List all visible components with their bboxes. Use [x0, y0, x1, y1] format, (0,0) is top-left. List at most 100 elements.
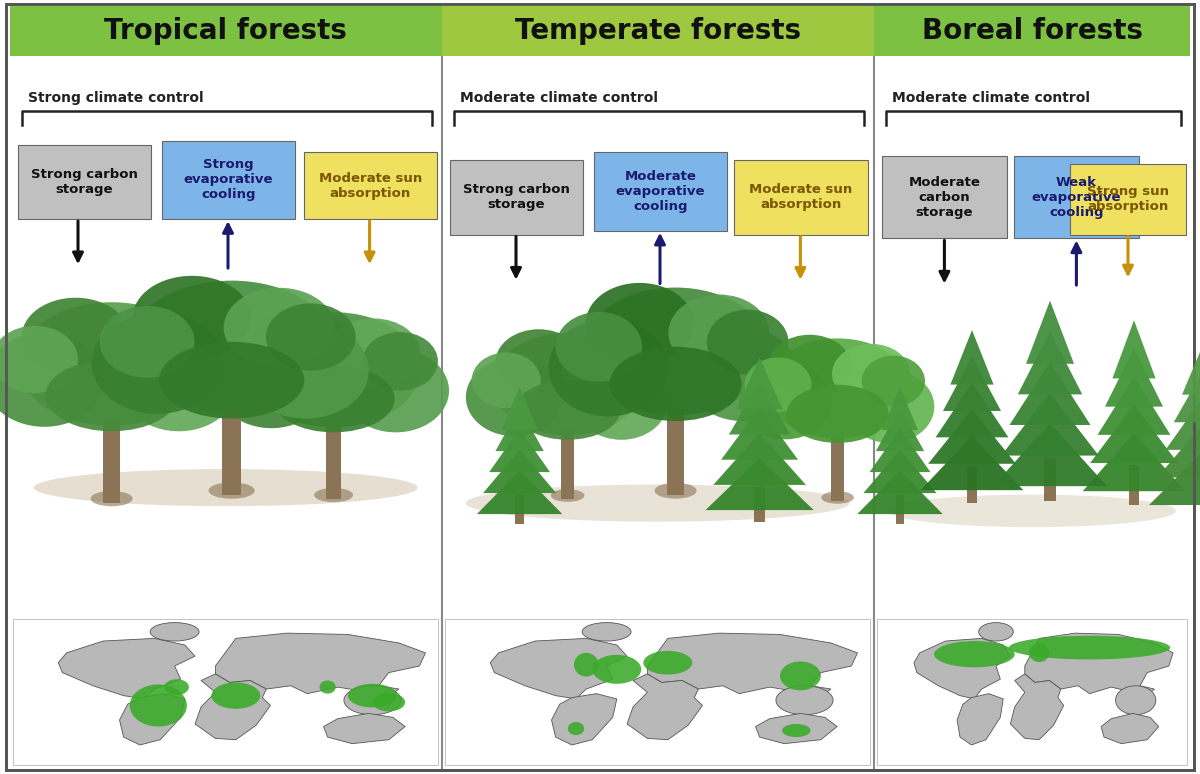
Ellipse shape — [211, 683, 260, 709]
Polygon shape — [870, 429, 930, 472]
Polygon shape — [1018, 331, 1082, 395]
Polygon shape — [1102, 714, 1159, 744]
Ellipse shape — [319, 680, 336, 694]
Polygon shape — [936, 383, 1008, 437]
Ellipse shape — [0, 333, 104, 426]
Polygon shape — [1090, 405, 1178, 463]
Polygon shape — [1009, 361, 1091, 425]
Ellipse shape — [223, 334, 302, 397]
Polygon shape — [490, 429, 550, 472]
Ellipse shape — [685, 328, 800, 421]
Ellipse shape — [582, 287, 769, 415]
Polygon shape — [1082, 433, 1186, 491]
Polygon shape — [484, 450, 556, 493]
Polygon shape — [216, 633, 426, 696]
Ellipse shape — [575, 365, 667, 440]
Ellipse shape — [556, 312, 642, 382]
Bar — [1044, 457, 1056, 502]
Polygon shape — [1157, 420, 1200, 478]
Text: Moderate climate control: Moderate climate control — [460, 91, 658, 105]
Polygon shape — [1150, 448, 1200, 505]
Ellipse shape — [888, 495, 1176, 527]
Polygon shape — [502, 387, 538, 430]
FancyBboxPatch shape — [832, 432, 844, 502]
Polygon shape — [928, 409, 1016, 464]
Ellipse shape — [845, 370, 935, 443]
Ellipse shape — [934, 641, 1015, 667]
Ellipse shape — [786, 385, 889, 443]
Polygon shape — [950, 330, 994, 385]
Polygon shape — [1098, 377, 1170, 435]
Ellipse shape — [272, 365, 395, 433]
Polygon shape — [737, 358, 782, 409]
Ellipse shape — [216, 341, 326, 428]
Text: Moderate climate control: Moderate climate control — [892, 91, 1090, 105]
Text: Strong sun
absorption: Strong sun absorption — [1087, 185, 1169, 214]
Text: Moderate
carbon
storage: Moderate carbon storage — [908, 176, 980, 219]
Polygon shape — [1001, 392, 1099, 456]
Ellipse shape — [739, 363, 832, 440]
Polygon shape — [864, 450, 936, 493]
Text: Strong carbon
storage: Strong carbon storage — [31, 168, 138, 196]
Bar — [13, 619, 438, 765]
Ellipse shape — [832, 344, 910, 404]
FancyBboxPatch shape — [667, 407, 684, 495]
Ellipse shape — [150, 622, 199, 641]
Ellipse shape — [562, 338, 642, 400]
Ellipse shape — [22, 298, 130, 376]
Ellipse shape — [121, 341, 236, 431]
Ellipse shape — [344, 686, 401, 714]
FancyBboxPatch shape — [222, 404, 241, 495]
Ellipse shape — [979, 622, 1013, 641]
Ellipse shape — [100, 306, 194, 378]
Ellipse shape — [668, 294, 769, 371]
Ellipse shape — [0, 326, 78, 393]
Polygon shape — [728, 382, 791, 434]
Ellipse shape — [158, 342, 305, 419]
Ellipse shape — [548, 319, 668, 416]
FancyBboxPatch shape — [1070, 164, 1186, 235]
FancyBboxPatch shape — [734, 160, 868, 235]
Ellipse shape — [143, 324, 224, 386]
Polygon shape — [713, 433, 806, 485]
Ellipse shape — [593, 655, 641, 683]
Polygon shape — [476, 471, 563, 514]
FancyBboxPatch shape — [162, 141, 295, 219]
Polygon shape — [943, 357, 1001, 411]
Polygon shape — [1025, 633, 1174, 696]
Polygon shape — [920, 436, 1024, 490]
Polygon shape — [1165, 393, 1200, 450]
Ellipse shape — [782, 724, 811, 737]
Ellipse shape — [104, 309, 205, 383]
Ellipse shape — [209, 482, 254, 498]
Polygon shape — [1112, 320, 1156, 378]
Polygon shape — [876, 408, 924, 451]
Bar — [754, 487, 766, 522]
Ellipse shape — [130, 684, 187, 727]
Polygon shape — [496, 408, 544, 451]
Ellipse shape — [91, 491, 132, 506]
Ellipse shape — [128, 281, 335, 413]
Ellipse shape — [586, 283, 694, 365]
Polygon shape — [59, 639, 194, 699]
Text: Strong climate control: Strong climate control — [28, 91, 203, 105]
Text: Boreal forests: Boreal forests — [922, 16, 1142, 45]
Ellipse shape — [348, 683, 397, 707]
Text: Moderate
evaporative
cooling: Moderate evaporative cooling — [616, 170, 706, 213]
Ellipse shape — [1116, 686, 1156, 714]
Bar — [874, 5, 1190, 56]
Ellipse shape — [768, 334, 852, 399]
Ellipse shape — [34, 469, 418, 506]
Polygon shape — [914, 639, 1010, 699]
Ellipse shape — [472, 352, 541, 408]
Polygon shape — [1182, 337, 1200, 395]
Ellipse shape — [251, 308, 350, 381]
Ellipse shape — [223, 288, 335, 367]
Ellipse shape — [493, 333, 642, 435]
Ellipse shape — [372, 693, 406, 711]
Ellipse shape — [266, 303, 355, 371]
Polygon shape — [648, 633, 858, 696]
Text: Moderate sun
absorption: Moderate sun absorption — [749, 183, 853, 211]
Polygon shape — [1105, 348, 1163, 406]
Bar — [442, 5, 874, 56]
